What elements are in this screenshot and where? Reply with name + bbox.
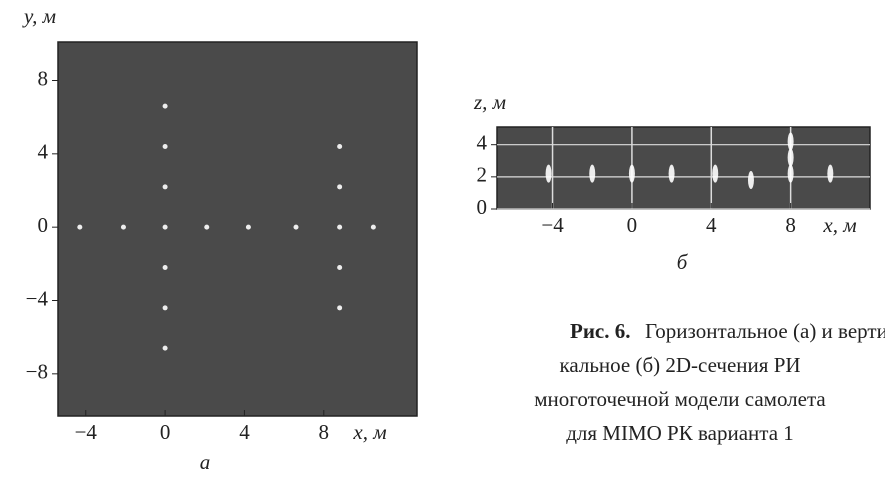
point	[246, 225, 251, 230]
panel-caption: а	[200, 450, 211, 474]
x-tick-label: 0	[627, 213, 638, 237]
point	[163, 346, 168, 351]
point	[712, 165, 718, 183]
point	[629, 165, 635, 183]
point	[788, 165, 794, 183]
caption-line: кальное (б) 2D-сечения РИ	[559, 353, 800, 377]
point	[337, 265, 342, 270]
x-tick-label: 8	[319, 420, 330, 444]
point	[546, 165, 552, 183]
x-tick-label: −4	[541, 213, 564, 237]
plot-area	[58, 42, 417, 416]
caption-line: Горизонтальное (а) и верти-	[645, 319, 885, 343]
x-tick-label: 0	[160, 420, 171, 444]
point	[337, 184, 342, 189]
y-tick-label: 4	[38, 140, 49, 164]
y-tick-label: 2	[477, 163, 488, 187]
figure: Рис. 6. Горизонтальное (а) и верти- каль…	[0, 0, 885, 478]
panel-caption: б	[677, 250, 689, 274]
y-tick-label: 0	[477, 195, 488, 219]
y-axis-label: y, м	[22, 4, 56, 28]
point	[371, 225, 376, 230]
y-tick-label: 8	[38, 66, 49, 90]
y-tick-label: −8	[26, 360, 48, 384]
point	[163, 225, 168, 230]
point	[163, 184, 168, 189]
point	[337, 225, 342, 230]
y-tick-label: 0	[38, 213, 49, 237]
point	[163, 104, 168, 109]
x-tick-label: 4	[706, 213, 717, 237]
point	[669, 165, 675, 183]
y-tick-label: 4	[477, 130, 488, 154]
point	[77, 225, 82, 230]
y-tick-label: −4	[26, 286, 49, 310]
point	[294, 225, 299, 230]
y-axis-label: z, м	[473, 90, 506, 114]
x-axis-label: x, м	[822, 213, 856, 237]
point	[163, 265, 168, 270]
point	[788, 149, 794, 167]
point	[121, 225, 126, 230]
point	[337, 305, 342, 310]
x-tick-label: 4	[239, 420, 250, 444]
x-tick-label: 8	[785, 213, 796, 237]
x-axis-label: x, м	[352, 420, 386, 444]
caption-label: Рис. 6.	[570, 319, 631, 343]
page: Рис. 6. Горизонтальное (а) и верти- каль…	[0, 0, 885, 478]
point	[163, 144, 168, 149]
point	[748, 171, 754, 189]
point	[337, 144, 342, 149]
point	[788, 132, 794, 150]
point	[163, 305, 168, 310]
point	[589, 165, 595, 183]
point	[827, 165, 833, 183]
x-tick-label: −4	[75, 420, 98, 444]
caption-line: для MIMO РК варианта 1	[566, 421, 794, 445]
point	[204, 225, 209, 230]
caption-line: многоточечной модели самолета	[534, 387, 826, 411]
